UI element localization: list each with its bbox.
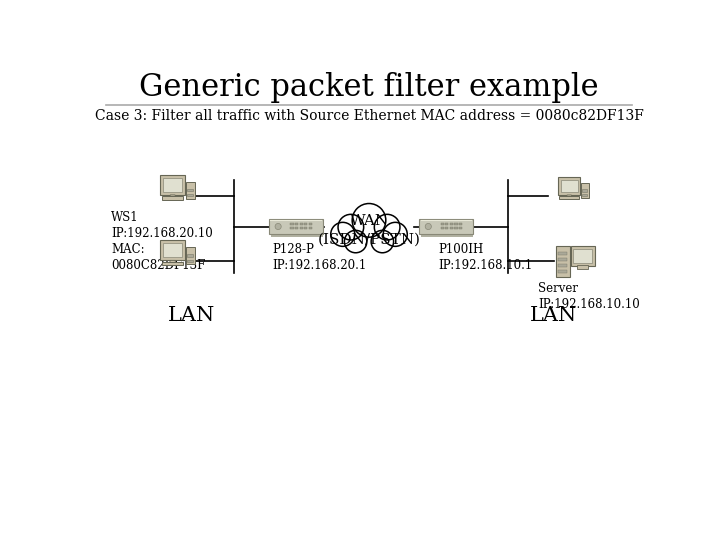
FancyBboxPatch shape (186, 182, 195, 199)
FancyBboxPatch shape (295, 226, 298, 229)
FancyBboxPatch shape (441, 222, 444, 225)
Circle shape (371, 231, 394, 253)
FancyBboxPatch shape (450, 222, 453, 225)
FancyBboxPatch shape (419, 219, 473, 234)
FancyBboxPatch shape (571, 246, 595, 266)
FancyBboxPatch shape (161, 175, 185, 195)
FancyBboxPatch shape (582, 190, 588, 192)
FancyBboxPatch shape (445, 226, 449, 229)
Circle shape (330, 222, 355, 246)
FancyBboxPatch shape (309, 226, 312, 229)
Circle shape (344, 231, 367, 253)
FancyBboxPatch shape (556, 246, 570, 276)
FancyBboxPatch shape (582, 194, 588, 197)
Polygon shape (170, 195, 176, 197)
FancyBboxPatch shape (454, 226, 457, 229)
Text: WAN
(ISDN/PSTN): WAN (ISDN/PSTN) (318, 214, 420, 247)
Text: P128-P
IP:192.168.20.1: P128-P IP:192.168.20.1 (273, 244, 367, 273)
Text: LAN: LAN (168, 306, 215, 325)
FancyBboxPatch shape (187, 260, 193, 262)
Text: Case 3: Filter all traffic with Source Ethernet MAC address = 0080c82DF13F: Case 3: Filter all traffic with Source E… (94, 109, 644, 123)
FancyBboxPatch shape (187, 194, 193, 197)
FancyBboxPatch shape (305, 222, 307, 225)
FancyBboxPatch shape (295, 222, 298, 225)
FancyBboxPatch shape (558, 264, 567, 267)
Circle shape (374, 214, 400, 240)
Ellipse shape (326, 202, 412, 258)
FancyBboxPatch shape (186, 247, 195, 264)
FancyBboxPatch shape (445, 222, 449, 225)
Polygon shape (567, 195, 572, 197)
FancyBboxPatch shape (309, 222, 312, 225)
FancyBboxPatch shape (269, 219, 323, 234)
Polygon shape (170, 260, 176, 262)
FancyBboxPatch shape (559, 197, 579, 199)
FancyBboxPatch shape (290, 226, 294, 229)
FancyBboxPatch shape (561, 180, 577, 192)
FancyBboxPatch shape (163, 244, 182, 257)
FancyBboxPatch shape (290, 222, 294, 225)
FancyBboxPatch shape (161, 240, 185, 260)
FancyBboxPatch shape (459, 226, 462, 229)
FancyBboxPatch shape (459, 222, 462, 225)
FancyBboxPatch shape (421, 233, 473, 237)
FancyBboxPatch shape (305, 226, 307, 229)
FancyBboxPatch shape (162, 197, 184, 200)
Circle shape (383, 222, 408, 246)
FancyBboxPatch shape (450, 226, 453, 229)
FancyBboxPatch shape (162, 262, 184, 265)
FancyBboxPatch shape (573, 249, 593, 264)
FancyBboxPatch shape (454, 222, 457, 225)
Circle shape (338, 214, 364, 240)
FancyBboxPatch shape (187, 189, 193, 191)
FancyBboxPatch shape (558, 252, 567, 255)
Text: WS1
IP:192.168.20.10
MAC:
0080C82DF13F: WS1 IP:192.168.20.10 MAC: 0080C82DF13F (111, 211, 213, 272)
Circle shape (275, 224, 282, 230)
FancyBboxPatch shape (441, 226, 444, 229)
FancyBboxPatch shape (300, 222, 303, 225)
FancyBboxPatch shape (558, 258, 567, 261)
Circle shape (426, 224, 431, 230)
Text: P100IH
IP:192.168.10.1: P100IH IP:192.168.10.1 (438, 244, 533, 273)
Circle shape (352, 204, 386, 237)
Text: Generic packet filter example: Generic packet filter example (139, 72, 599, 103)
FancyBboxPatch shape (558, 177, 580, 195)
FancyBboxPatch shape (300, 226, 303, 229)
FancyBboxPatch shape (187, 254, 193, 256)
Text: LAN: LAN (530, 306, 577, 325)
FancyBboxPatch shape (581, 183, 589, 199)
FancyBboxPatch shape (163, 178, 182, 192)
Text: Server
IP:192.168.10.10: Server IP:192.168.10.10 (539, 282, 640, 311)
FancyBboxPatch shape (558, 271, 567, 273)
FancyBboxPatch shape (271, 233, 323, 237)
FancyBboxPatch shape (577, 265, 588, 269)
